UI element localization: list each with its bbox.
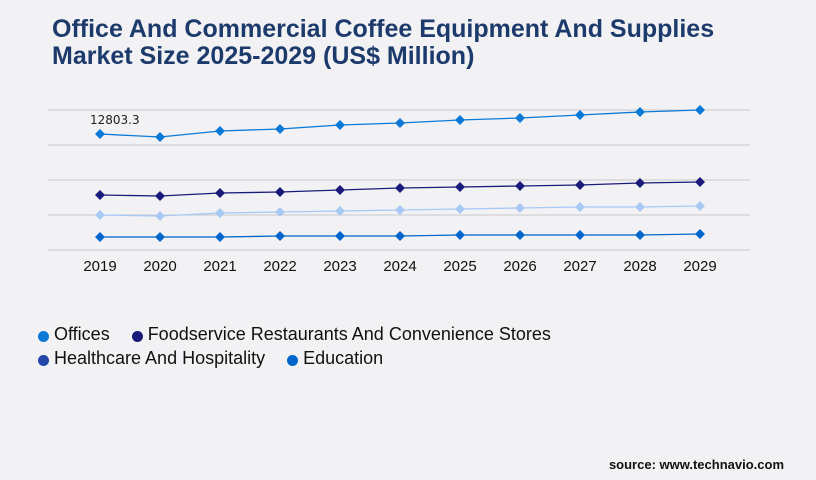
legend-item-offices[interactable]: Offices <box>38 324 110 345</box>
data-point <box>575 230 585 240</box>
data-point <box>155 232 165 243</box>
legend-marker <box>38 330 49 342</box>
data-point <box>215 187 225 198</box>
data-point <box>635 202 645 213</box>
data-point <box>515 230 525 240</box>
data-point <box>695 177 705 188</box>
x-tick-label: 2019 <box>83 258 116 275</box>
x-tick-label: 2029 <box>683 258 716 275</box>
data-point <box>395 205 405 215</box>
data-point <box>215 125 225 136</box>
data-point <box>395 182 405 193</box>
legend-label: Foodservice Restaurants And Convenience … <box>147 323 551 344</box>
data-point <box>95 190 105 200</box>
data-point <box>95 232 105 243</box>
data-point <box>455 230 465 240</box>
x-tick-label: 2022 <box>263 258 296 275</box>
legend-item-foodservice[interactable]: Foodservice Restaurants And Convenience … <box>131 323 551 345</box>
data-point <box>695 105 705 115</box>
data-point <box>515 180 525 191</box>
data-point <box>575 180 585 190</box>
data-point <box>275 124 285 135</box>
source-note: source: www.technavio.com <box>608 457 784 472</box>
data-point <box>635 107 645 118</box>
data-point <box>635 230 645 240</box>
data-point <box>635 177 645 188</box>
line-chart: 2019 2020 2021 2022 2023 2024 2025 2026 2027 2028… <box>48 105 750 275</box>
data-point <box>515 202 525 213</box>
x-tick-label: 2024 <box>383 258 416 275</box>
legend: Offices Foodservice Restaurants And Conv… <box>38 322 573 370</box>
data-point <box>455 182 465 193</box>
x-tick-label: 2021 <box>203 258 236 275</box>
data-point <box>95 129 105 140</box>
data-point <box>335 120 345 130</box>
legend-item-healthcare[interactable]: Healthcare And Hospitality <box>38 348 265 369</box>
data-point <box>155 190 165 201</box>
legend-label: Healthcare And Hospitality <box>54 347 266 368</box>
data-point <box>455 204 465 215</box>
data-point <box>155 210 165 221</box>
data-point <box>695 200 705 211</box>
data-point <box>215 232 225 243</box>
data-point <box>155 132 165 143</box>
data-point <box>95 210 105 220</box>
data-point <box>395 117 405 128</box>
data-point <box>335 205 345 216</box>
data-point <box>215 207 225 218</box>
legend-marker <box>287 354 299 366</box>
x-tick-label: 2020 <box>143 258 176 275</box>
legend-item-education[interactable]: Education <box>287 348 383 369</box>
x-tick-label: 2028 <box>623 258 656 275</box>
data-label: 12803.3 <box>90 113 140 127</box>
legend-label: Offices <box>54 323 110 344</box>
data-point <box>455 115 465 125</box>
legend-marker <box>38 354 49 366</box>
data-point <box>275 207 285 218</box>
legend-label: Education <box>303 347 384 368</box>
x-tick-label: 2026 <box>503 258 536 275</box>
data-point <box>275 187 285 198</box>
data-point <box>575 110 585 120</box>
data-point <box>575 202 585 213</box>
data-point <box>335 185 345 195</box>
data-point <box>275 230 285 241</box>
x-tick-label: 2023 <box>323 258 356 275</box>
legend-marker <box>131 330 143 342</box>
data-point <box>335 230 345 241</box>
x-tick-label: 2025 <box>443 258 476 275</box>
data-point <box>515 112 525 123</box>
data-point <box>695 229 705 240</box>
chart-title: Office And Commercial Coffee Equipment A… <box>52 15 715 70</box>
x-tick-label: 2027 <box>563 258 596 275</box>
data-point <box>395 230 405 241</box>
